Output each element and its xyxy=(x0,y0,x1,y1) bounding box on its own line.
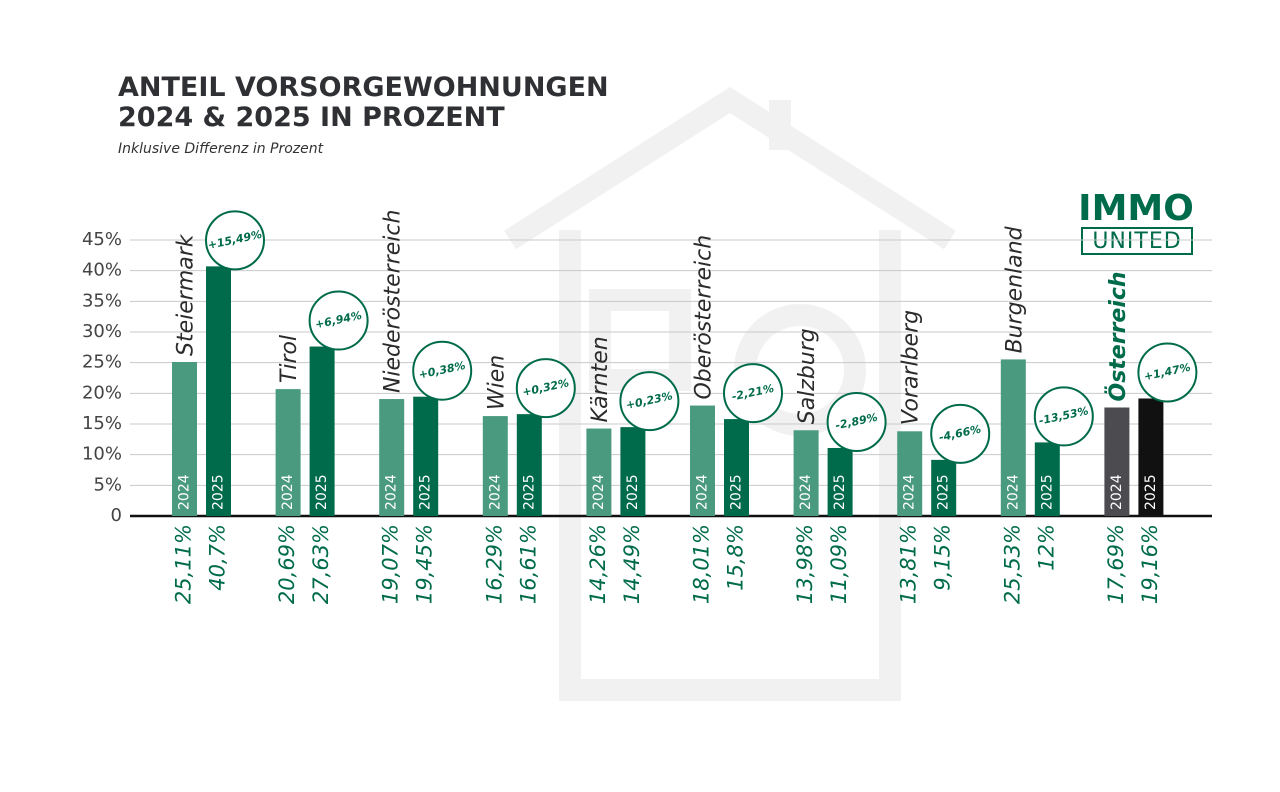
y-tick-label: 5% xyxy=(93,474,122,495)
bar xyxy=(620,427,646,516)
bar xyxy=(1138,398,1164,516)
value-label: 40,7% xyxy=(206,524,230,591)
difference-badge xyxy=(205,210,265,271)
logo: UNITED xyxy=(1092,229,1181,254)
bar-series-label: 2025 xyxy=(625,474,641,510)
logo-frame xyxy=(1081,227,1193,255)
bar-series-label: 2024 xyxy=(591,474,607,510)
y-tick-label: 15% xyxy=(82,413,122,434)
bar xyxy=(275,389,301,516)
bar xyxy=(690,405,715,516)
value-label: 25,11% xyxy=(172,524,196,604)
difference-badge xyxy=(412,340,473,401)
difference-badge xyxy=(930,403,991,464)
value-label: 17,69% xyxy=(1104,524,1128,604)
bar xyxy=(793,430,819,516)
category-label: Kärnten xyxy=(588,336,613,422)
bar-series-label: 2024 xyxy=(280,474,296,510)
value-label: 25,53% xyxy=(1000,524,1024,604)
bar xyxy=(1034,442,1060,516)
bar-series-label: 2024 xyxy=(695,474,711,510)
value-label: 19,45% xyxy=(413,524,437,604)
value-label: 15,8% xyxy=(724,524,748,591)
bar-series-label: 2025 xyxy=(729,474,745,510)
y-tick-label: 40% xyxy=(82,260,122,281)
value-label: 19,07% xyxy=(379,524,403,604)
chart-title: 2024 & 2025 IN PROZENT xyxy=(118,102,505,133)
difference-badge xyxy=(619,371,680,432)
value-label: 18,01% xyxy=(690,524,714,604)
value-label: 14,49% xyxy=(620,524,644,604)
bar-series-label: 2024 xyxy=(1005,474,1021,510)
y-tick-label: 30% xyxy=(82,321,122,342)
y-tick-label: 45% xyxy=(82,229,122,250)
category-label: Salzburg xyxy=(795,328,820,424)
bar-series-label: 2025 xyxy=(1039,474,1055,510)
category-label: Steiermark xyxy=(174,233,199,356)
bar xyxy=(309,346,335,516)
bar-series-label: 2024 xyxy=(798,474,814,510)
category-label: Burgenland xyxy=(1002,225,1027,353)
bar xyxy=(586,428,612,516)
category-label: Vorarlberg xyxy=(899,310,924,425)
difference-badge xyxy=(1137,342,1198,403)
difference-badge xyxy=(308,290,369,351)
difference-badge xyxy=(515,358,576,419)
bar-series-label: 2024 xyxy=(1109,474,1125,510)
bar xyxy=(413,396,439,516)
bar-series-label: 2024 xyxy=(902,474,918,510)
value-label: 13,81% xyxy=(897,524,921,604)
difference-badge xyxy=(1033,386,1094,447)
y-tick-label: 0 xyxy=(111,505,122,526)
bar xyxy=(897,431,923,516)
value-label: 12% xyxy=(1034,524,1058,571)
bar xyxy=(482,416,508,516)
bar-series-label: 2024 xyxy=(487,474,503,510)
bar xyxy=(724,419,749,516)
y-tick-label: 35% xyxy=(82,290,122,311)
category-label: Wien xyxy=(484,355,509,410)
logo: IMMO xyxy=(1078,188,1194,229)
bar-series-label: 2025 xyxy=(211,474,227,510)
category-label: Niederösterreich xyxy=(381,210,406,394)
value-label: 13,98% xyxy=(793,524,817,604)
category-label: Österreich xyxy=(1105,271,1131,401)
category-label: Oberösterreich xyxy=(692,235,717,400)
bar-series-label: 2025 xyxy=(521,474,537,510)
difference-badge xyxy=(826,391,887,452)
bar xyxy=(1104,407,1130,516)
bar-series-label: 2024 xyxy=(384,474,400,510)
bar xyxy=(206,266,231,516)
chart-subtitle: Inklusive Differenz in Prozent xyxy=(118,141,324,157)
y-tick-label: 20% xyxy=(82,382,122,403)
bar-series-label: 2025 xyxy=(832,474,848,510)
bar-series-label: 2025 xyxy=(418,474,434,510)
bar xyxy=(827,447,853,516)
chart-title: ANTEIL VORSORGEWOHNUNGEN xyxy=(118,72,609,103)
value-label: 16,61% xyxy=(516,524,540,604)
value-label: 14,26% xyxy=(586,524,610,604)
bar-series-label: 2025 xyxy=(314,474,330,510)
bar xyxy=(172,361,197,516)
value-label: 20,69% xyxy=(275,524,299,604)
bar xyxy=(379,399,405,516)
bar-series-label: 2025 xyxy=(936,474,952,510)
bar xyxy=(931,459,957,516)
bar xyxy=(1000,359,1026,516)
bar xyxy=(516,414,542,516)
category-label: Tirol xyxy=(277,335,302,383)
difference-badge xyxy=(723,363,783,424)
bar-series-label: 2024 xyxy=(177,474,193,510)
value-label: 9,15% xyxy=(931,524,955,591)
bar-series-label: 2025 xyxy=(1143,474,1159,510)
value-label: 27,63% xyxy=(309,524,333,604)
value-label: 16,29% xyxy=(482,524,506,604)
value-label: 19,16% xyxy=(1138,524,1162,604)
y-tick-label: 10% xyxy=(82,444,122,465)
y-tick-label: 25% xyxy=(82,352,122,373)
value-label: 11,09% xyxy=(827,524,851,604)
